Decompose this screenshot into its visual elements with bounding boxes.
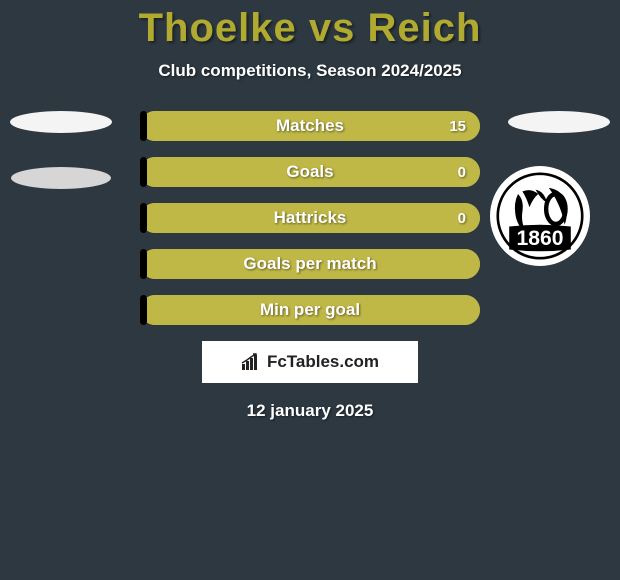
bar-label: Goals per match xyxy=(243,254,376,274)
page-subtitle: Club competitions, Season 2024/2025 xyxy=(0,61,620,81)
stat-bar: Matches 15 xyxy=(140,111,480,141)
svg-text:1860: 1860 xyxy=(517,227,564,250)
bar-fill-left xyxy=(140,203,147,233)
player-right-silhouette: 1860 xyxy=(508,111,610,133)
brand-label: FcTables.com xyxy=(267,352,379,372)
footer-date: 12 january 2025 xyxy=(0,401,620,421)
bar-fill-left xyxy=(140,111,147,141)
bar-label: Goals xyxy=(286,162,333,182)
bar-label: Hattricks xyxy=(274,208,347,228)
player-right-head xyxy=(508,111,610,133)
bar-value-right: 0 xyxy=(458,210,466,227)
page-title: Thoelke vs Reich xyxy=(0,0,620,51)
bar-fill-left xyxy=(140,157,147,187)
stat-bars: Matches 15 Goals 0 Hattricks 0 Goals per match… xyxy=(140,111,480,325)
player-left-silhouette xyxy=(10,111,112,189)
bar-fill-left xyxy=(140,295,147,325)
bar-value-right: 15 xyxy=(449,118,466,135)
bar-label: Matches xyxy=(276,116,344,136)
brand-chart-icon xyxy=(241,353,263,371)
brand-text: FcTables.com xyxy=(241,352,379,372)
brand-box: FcTables.com xyxy=(202,341,418,383)
player-left-body xyxy=(11,167,111,189)
comparison-content: 1860 Matches 15 Goals 0 Hattricks 0 Goals per … xyxy=(0,111,620,421)
club-logo: 1860 xyxy=(490,166,590,266)
stat-bar: Hattricks 0 xyxy=(140,203,480,233)
bar-fill-left xyxy=(140,249,147,279)
club-logo-svg: 1860 xyxy=(496,172,584,260)
stat-bar: Min per goal xyxy=(140,295,480,325)
player-left-head xyxy=(10,111,112,133)
bar-value-right: 0 xyxy=(458,164,466,181)
stat-bar: Goals 0 xyxy=(140,157,480,187)
stat-bar: Goals per match xyxy=(140,249,480,279)
bar-label: Min per goal xyxy=(260,300,360,320)
